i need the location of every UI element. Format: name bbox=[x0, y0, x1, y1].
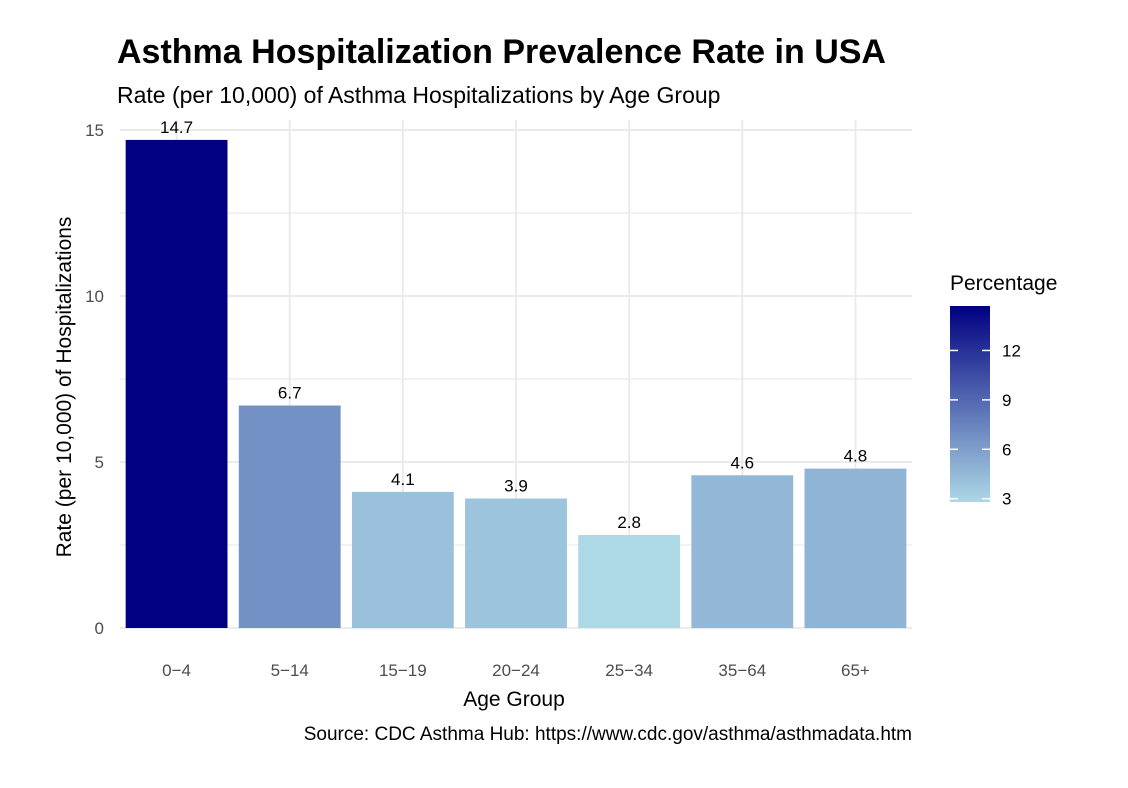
x-tick-label: 20−24 bbox=[492, 661, 540, 680]
x-tick-label: 65+ bbox=[841, 661, 870, 680]
y-tick-label: 0 bbox=[95, 619, 104, 638]
legend-tick-label: 9 bbox=[1002, 391, 1011, 410]
x-tick-label: 35−64 bbox=[718, 661, 766, 680]
legend: Percentage 3 6 9 12 bbox=[950, 272, 1057, 509]
data-label: 6.7 bbox=[278, 384, 302, 403]
bar bbox=[691, 475, 794, 628]
x-axis-label: Age Group bbox=[463, 688, 565, 711]
bar bbox=[125, 139, 228, 628]
x-axis-ticks: 0−4 5−14 15−19 20−24 25−34 35−64 65+ bbox=[162, 661, 870, 680]
y-tick-label: 15 bbox=[85, 121, 104, 140]
bar bbox=[351, 491, 454, 628]
y-axis-label: Rate (per 10,000) of Hospitalizations bbox=[53, 217, 76, 558]
data-label: 3.9 bbox=[504, 477, 528, 496]
data-label: 4.8 bbox=[844, 447, 868, 466]
x-tick-label: 5−14 bbox=[271, 661, 309, 680]
y-tick-label: 10 bbox=[85, 287, 104, 306]
x-tick-label: 15−19 bbox=[379, 661, 427, 680]
bars bbox=[125, 139, 907, 628]
y-axis-ticks: 0 5 10 15 bbox=[85, 121, 104, 638]
data-label: 4.1 bbox=[391, 470, 415, 489]
x-tick-label: 25−34 bbox=[605, 661, 653, 680]
bar bbox=[578, 535, 681, 628]
legend-tick-label: 12 bbox=[1002, 341, 1021, 360]
chart-caption: Source: CDC Asthma Hub: https://www.cdc.… bbox=[304, 724, 912, 745]
data-label: 14.7 bbox=[160, 118, 193, 137]
legend-colorbar bbox=[950, 306, 990, 502]
bar bbox=[804, 468, 907, 628]
data-labels: 14.7 6.7 4.1 3.9 2.8 4.6 4.8 bbox=[160, 118, 867, 532]
legend-tick-label: 3 bbox=[1002, 490, 1011, 509]
chart-subtitle: Rate (per 10,000) of Asthma Hospitalizat… bbox=[117, 82, 720, 108]
legend-title: Percentage bbox=[950, 272, 1057, 295]
data-label: 2.8 bbox=[617, 513, 641, 532]
x-tick-label: 0−4 bbox=[162, 661, 191, 680]
bar bbox=[238, 405, 341, 628]
legend-tick-label: 6 bbox=[1002, 440, 1011, 459]
bar bbox=[465, 498, 567, 628]
data-label: 4.6 bbox=[730, 453, 754, 472]
y-tick-label: 5 bbox=[95, 453, 104, 472]
chart-title: Asthma Hospitalization Prevalence Rate i… bbox=[117, 33, 886, 71]
